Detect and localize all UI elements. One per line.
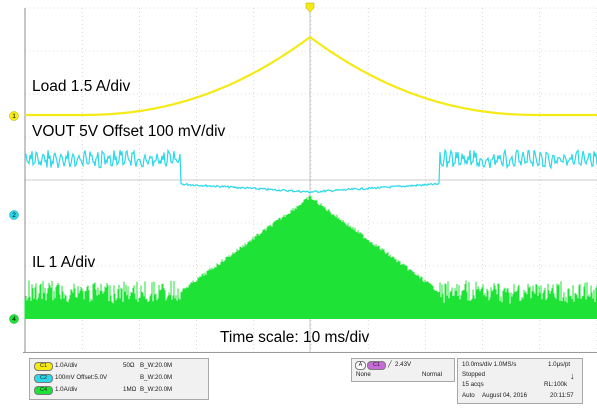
trigger-coupling: None xyxy=(356,371,371,378)
ch4-inductor-current-trace xyxy=(24,195,597,319)
trigger-auto-mode: Auto xyxy=(462,392,475,399)
c4-impedance: 1MΩ xyxy=(123,386,137,393)
channel-markers: 1 2 4 xyxy=(9,2,315,324)
c1-badge[interactable]: C1 xyxy=(34,362,53,371)
time-scale-label: Time scale: 10 ms/div xyxy=(220,329,370,346)
c2-badge[interactable]: C2 xyxy=(34,374,53,383)
ch1-waveform xyxy=(25,36,597,117)
capture-date: August 04, 2016 xyxy=(482,392,528,399)
trigger-mode: Normal xyxy=(422,371,442,378)
c2-scale: 100mV Offset:5.0V xyxy=(55,374,108,381)
c4-badge[interactable]: C4 xyxy=(34,386,53,395)
trigger-position-marker xyxy=(305,2,315,13)
waveform-display: 1 2 4 xyxy=(9,2,597,352)
il-scale-label: IL 1 A/div xyxy=(32,254,96,271)
acquisition-count: 15 acqs xyxy=(462,381,484,388)
ch2-vout-trace xyxy=(24,148,597,194)
svg-text:4: 4 xyxy=(12,316,16,323)
ch1-ground-marker: 1 xyxy=(9,111,19,121)
channel-settings-panel: C1 1.0A/div 50Ω B_W:20.0M C2 100mV Offse… xyxy=(29,358,209,400)
c2-bandwidth: B_W:20.0M xyxy=(140,374,173,381)
trigger-source-badge[interactable]: C1 xyxy=(367,361,386,370)
ch2-waveform xyxy=(24,148,597,194)
timebase-rate: 10.0ms/div 1.0MS/s xyxy=(462,361,517,368)
c1-bandwidth: B_W:20.0M xyxy=(140,362,173,369)
trigger-level: 2.43V xyxy=(395,361,412,368)
svg-text:1: 1 xyxy=(12,113,16,120)
arrow-down-icon: ↓ xyxy=(570,371,575,381)
vout-scale-label: VOUT 5V Offset 100 mV/div xyxy=(32,123,226,140)
acquisition-state: Stopped xyxy=(462,371,486,378)
c1-impedance: 50Ω xyxy=(123,362,135,369)
trigger-slope-icon: ╱ xyxy=(388,361,392,368)
record-length: RL:100k xyxy=(544,381,568,388)
capture-time: 20:11:57 xyxy=(550,392,574,399)
timebase-resolution: 1.0μs/pt xyxy=(548,361,571,368)
timebase-panel: 10.0ms/div 1.0MS/s 1.0μs/pt Stopped ↓ 15… xyxy=(457,358,583,404)
status-bar: C1 1.0A/div 50Ω B_W:20.0M C2 100mV Offse… xyxy=(23,352,597,407)
c4-scale: 1.0A/div xyxy=(55,386,78,393)
load-scale-label: Load 1.5 A/div xyxy=(32,78,131,95)
c1-scale: 1.0A/div xyxy=(55,362,78,369)
c4-bandwidth: B_W:20.0M xyxy=(140,386,173,393)
trigger-panel: A C1 ╱ 2.43V None Normal xyxy=(351,358,455,382)
ch4-waveform xyxy=(24,195,597,319)
ch1-load-trace xyxy=(25,36,597,117)
svg-text:2: 2 xyxy=(12,212,16,219)
ch4-ground-marker: 4 xyxy=(9,314,19,324)
trigger-badge[interactable]: A xyxy=(355,361,366,370)
ch2-ground-marker: 2 xyxy=(9,210,19,220)
